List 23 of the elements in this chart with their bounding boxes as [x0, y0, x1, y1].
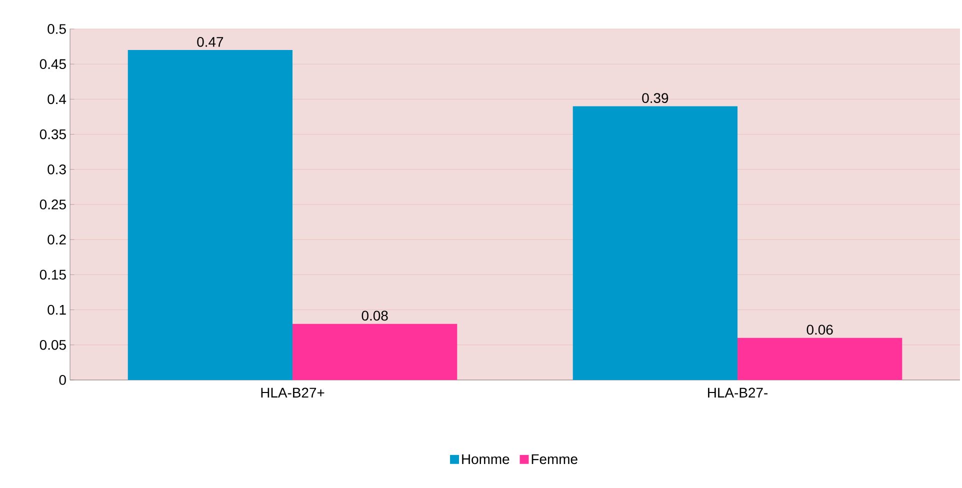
- x-tick-label: HLA-B27-: [708, 388, 768, 398]
- y-tick-label: 0.25: [40, 200, 66, 210]
- y-tick-label: 0.35: [40, 129, 66, 140]
- y-tick-label: 0.4: [48, 94, 66, 104]
- y-tick-label: 0.2: [48, 234, 66, 245]
- bar: [738, 338, 902, 380]
- y-tick-label: 0.5: [48, 24, 66, 34]
- bar: [572, 106, 738, 380]
- legend-label: Femme: [532, 454, 578, 464]
- bar: [128, 50, 293, 380]
- y-tick-label: 0.1: [48, 304, 66, 315]
- data-label: 0.06: [806, 324, 833, 335]
- legend-label: Homme: [462, 454, 510, 464]
- y-tick-label: 0.45: [40, 59, 66, 70]
- x-tick-label: HLA-B27+: [261, 388, 324, 398]
- y-tick-label: 0: [59, 375, 66, 385]
- data-label: 0.08: [362, 310, 388, 321]
- data-label: 0.39: [642, 93, 668, 104]
- y-tick-label: 0.15: [40, 270, 66, 280]
- bar: [292, 324, 458, 380]
- y-tick-label: 0.05: [40, 340, 66, 350]
- data-label: 0.47: [197, 36, 224, 47]
- y-tick-label: 0.3: [48, 164, 66, 174]
